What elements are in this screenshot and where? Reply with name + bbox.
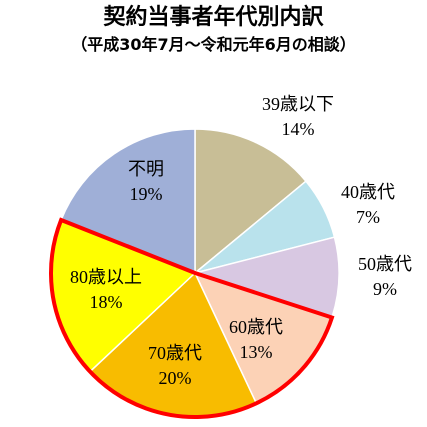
slice-value-39歳以下: 14% <box>282 119 315 139</box>
pie-slice-39歳以下 <box>194 128 308 275</box>
slice-label-80歳以上: 80歳以上 <box>70 267 142 287</box>
chart-subtitle: （平成30年7月～令和元年6月の相談） <box>71 35 356 54</box>
pie-slice-不明 <box>60 128 196 275</box>
slice-label-50歳代: 50歳代 <box>358 254 412 274</box>
slice-label-70歳代: 70歳代 <box>148 343 202 363</box>
slice-value-50歳代: 9% <box>373 279 397 299</box>
slice-label-不明: 不明 <box>128 159 164 179</box>
slice-label-39歳以下: 39歳以下 <box>262 94 334 114</box>
slice-label-40歳代: 40歳代 <box>341 182 395 202</box>
slice-value-不明: 19% <box>130 184 163 204</box>
slice-value-60歳代: 13% <box>240 342 273 362</box>
slice-value-40歳代: 7% <box>356 207 380 227</box>
chart-title: 契約当事者年代別内訳 <box>103 5 324 30</box>
slice-label-60歳代: 60歳代 <box>229 317 283 337</box>
highlight-outline <box>49 217 335 419</box>
slice-value-70歳代: 20% <box>159 368 192 388</box>
slice-value-80歳以上: 18% <box>90 292 123 312</box>
